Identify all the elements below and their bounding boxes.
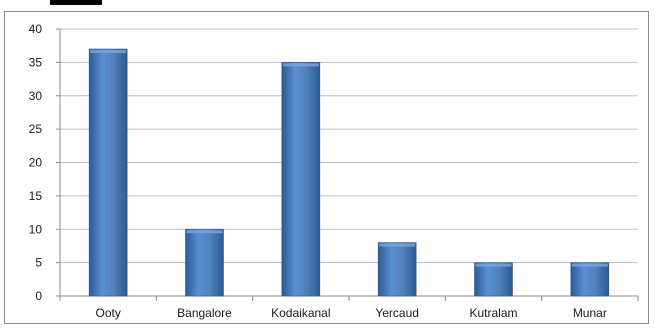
bar-kutralam [474, 262, 513, 297]
x-tick-label: Ooty [95, 306, 120, 320]
bar-cap-yercaud [379, 243, 416, 247]
x-tick-label: Yercaud [375, 306, 419, 320]
y-tick-label: 35 [29, 55, 43, 69]
bar-cap-ooty [90, 50, 127, 54]
x-tick-label: Kutralam [469, 306, 517, 320]
bar-cap-bangalore [186, 230, 223, 234]
y-tick-label: 15 [29, 189, 43, 203]
chart-frame: 0 5 10 15 20 25 30 35 40 Ooty Bangalore Kodaikanal… [4, 11, 649, 324]
y-tick-label: 25 [29, 122, 43, 136]
bar-cap-munar [571, 263, 608, 267]
bars [88, 48, 610, 297]
bar-cap-kutralam [475, 263, 512, 267]
y-tick-label: 10 [29, 222, 43, 236]
x-axis-tick-labels: Ooty Bangalore Kodaikanal Yercaud Kutralam Mu… [95, 306, 606, 320]
bar-kodaikanal [281, 62, 321, 297]
bar-chart: 0 5 10 15 20 25 30 35 40 Ooty Bangalore Kodaikanal… [29, 22, 639, 320]
y-tick-label: 5 [35, 256, 42, 270]
bar-cap-kodaikanal [282, 63, 319, 67]
bar-munar [570, 262, 610, 297]
y-tick-label: 0 [35, 289, 42, 303]
x-tick-label: Bangalore [177, 306, 232, 320]
gridlines [60, 28, 638, 264]
y-tick-label: 20 [29, 156, 43, 170]
cropped-title-fragment [50, 0, 102, 5]
axes [56, 28, 639, 301]
bar-bangalore [185, 228, 224, 297]
bar-ooty [88, 48, 128, 297]
bar-yercaud [377, 242, 417, 297]
y-tick-label: 30 [29, 89, 43, 103]
x-tick-label: Kodaikanal [271, 306, 330, 320]
x-tick-label: Munar [573, 306, 607, 320]
y-axis-tick-labels: 0 5 10 15 20 25 30 35 40 [29, 22, 43, 303]
y-tick-label: 40 [29, 22, 43, 36]
